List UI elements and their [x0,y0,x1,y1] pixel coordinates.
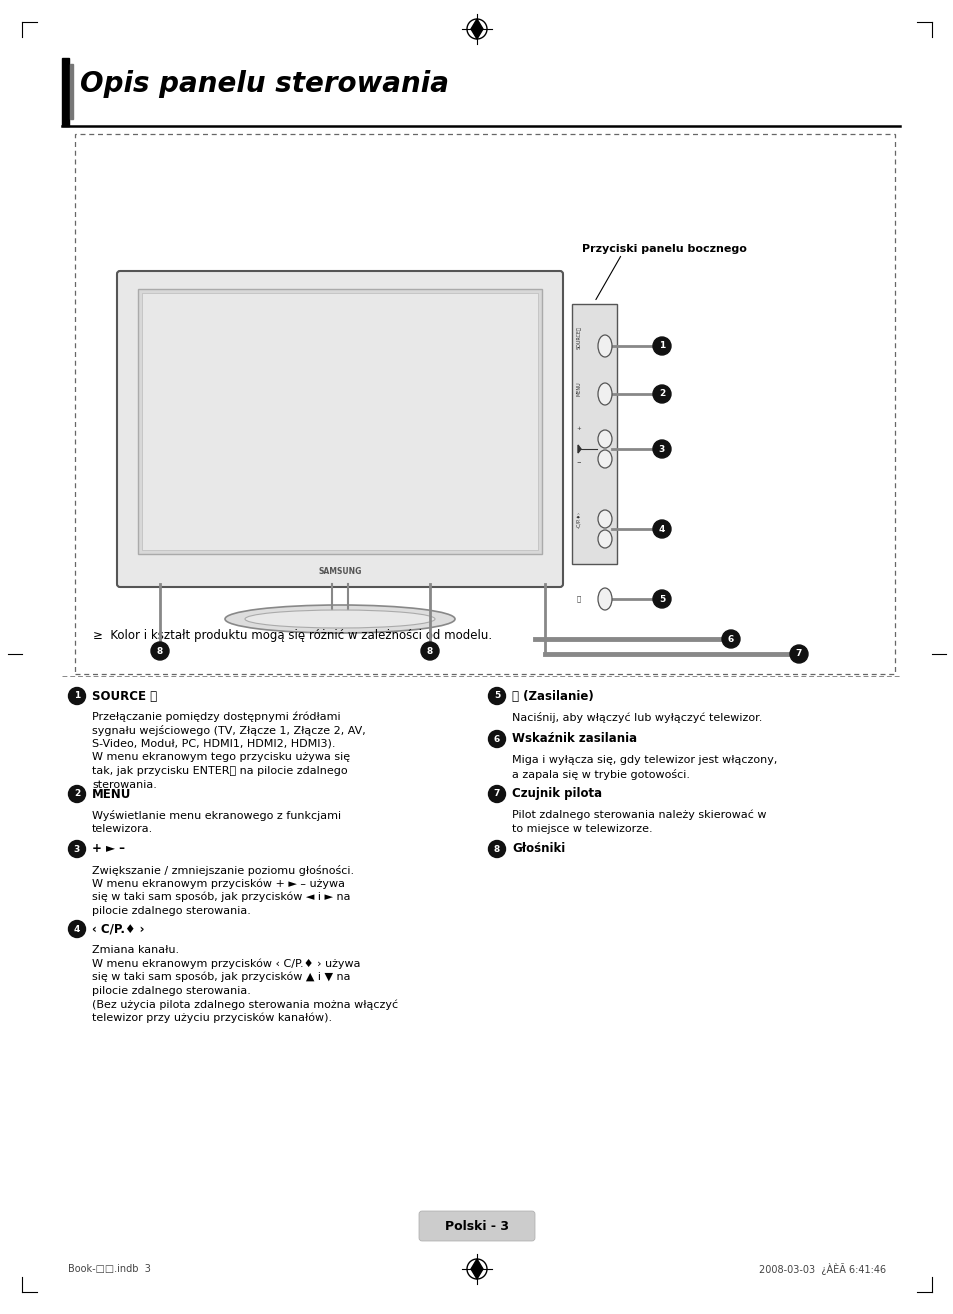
Text: 8: 8 [156,646,163,656]
Text: W menu ekranowym tego przycisku używa się: W menu ekranowym tego przycisku używa si… [91,753,350,762]
Text: Miga i wyłącza się, gdy telewizor jest włączony,: Miga i wyłącza się, gdy telewizor jest w… [512,756,777,765]
Bar [142,293,537,551]
Text: 1: 1 [73,691,80,700]
Ellipse shape [598,430,612,448]
Bar [70,64,73,120]
Text: pilocie zdalnego sterowania.: pilocie zdalnego sterowania. [91,905,251,916]
Ellipse shape [245,610,435,628]
Text: −: − [576,459,580,464]
Text: 3: 3 [659,444,664,453]
Text: SOURCE⧉: SOURCE⧉ [576,327,581,350]
Ellipse shape [598,449,612,468]
Text: sterowania.: sterowania. [91,779,156,790]
Text: Przełączanie pomiędzy dostępnymi źródłami: Przełączanie pomiędzy dostępnymi źródłam… [91,712,340,723]
Circle shape [652,385,670,403]
Circle shape [420,643,438,660]
Text: Book-□□.indb  3: Book-□□.indb 3 [68,1264,151,1275]
Text: sygnału wejściowego (TV, Złącze 1, Złącze 2, AV,: sygnału wejściowego (TV, Złącze 1, Złącz… [91,725,365,737]
Ellipse shape [598,382,612,405]
Text: 1: 1 [659,342,664,351]
Circle shape [69,841,86,858]
Text: MENU: MENU [576,381,581,397]
Text: 4: 4 [659,524,664,533]
Text: Wyświetlanie menu ekranowego z funkcjami: Wyświetlanie menu ekranowego z funkcjami [91,809,341,821]
Text: 7: 7 [795,649,801,658]
Bar [62,58,69,126]
Text: telewizora.: telewizora. [91,824,153,833]
FancyBboxPatch shape [572,304,617,564]
Circle shape [652,440,670,459]
Text: 2: 2 [73,790,80,799]
Circle shape [151,643,169,660]
Bar [138,289,541,555]
Text: (Bez użycia pilota zdalnego sterowania można włączyć: (Bez użycia pilota zdalnego sterowania m… [91,999,397,1009]
Text: 6: 6 [494,735,499,744]
Text: to miejsce w telewizorze.: to miejsce w telewizorze. [512,824,652,833]
Text: Zmiana kanału.: Zmiana kanału. [91,945,179,955]
Circle shape [69,786,86,803]
Text: W menu ekranowym przycisków + ► – używa: W menu ekranowym przycisków + ► – używa [91,879,345,890]
Text: się w taki sam sposób, jak przycisków ▲ i ▼ na: się w taki sam sposób, jak przycisków ▲ … [91,972,350,983]
Text: Czujnik pilota: Czujnik pilota [512,787,601,800]
Text: 2: 2 [659,389,664,398]
Polygon shape [578,445,580,453]
Circle shape [721,629,740,648]
Text: Wskaźnik zasilania: Wskaźnik zasilania [512,732,637,745]
Ellipse shape [225,604,455,633]
Circle shape [789,645,807,664]
Text: Głośniki: Głośniki [512,842,565,855]
Text: 2008-03-03  ¿ÀÈÃ 6:41:46: 2008-03-03 ¿ÀÈÃ 6:41:46 [758,1263,885,1275]
Text: Polski - 3: Polski - 3 [444,1219,509,1233]
Text: ⏻: ⏻ [577,595,580,602]
Text: tak, jak przycisku ENTER⧉ na pilocie zdalnego: tak, jak przycisku ENTER⧉ na pilocie zda… [91,766,347,777]
Circle shape [69,921,86,937]
Circle shape [488,731,505,748]
FancyBboxPatch shape [117,271,562,587]
Circle shape [652,520,670,537]
Text: Pilot zdalnego sterowania należy skierować w: Pilot zdalnego sterowania należy skierow… [512,809,765,820]
Circle shape [488,687,505,704]
Text: ⏻ (Zasilanie): ⏻ (Zasilanie) [512,690,593,703]
Text: Przyciski panelu bocznego: Przyciski panelu bocznego [581,244,746,254]
Text: a zapala się w trybie gotowości.: a zapala się w trybie gotowości. [512,769,689,779]
Circle shape [652,590,670,608]
Ellipse shape [598,530,612,548]
Text: SOURCE ⧉: SOURCE ⧉ [91,690,157,703]
Circle shape [69,687,86,704]
Polygon shape [471,18,482,39]
Ellipse shape [598,587,612,610]
Text: +: + [576,426,580,431]
Text: 5: 5 [494,691,499,700]
Text: 8: 8 [426,646,433,656]
Text: Naciśnij, aby włączyć lub wyłączyć telewizor.: Naciśnij, aby włączyć lub wyłączyć telew… [512,712,761,723]
Text: ≥  Kolor i kształt produktu mogą się różnić w zależności od modelu.: ≥ Kolor i kształt produktu mogą się różn… [92,629,492,643]
Text: W menu ekranowym przycisków ‹ C/P.♦ › używa: W menu ekranowym przycisków ‹ C/P.♦ › uż… [91,958,360,968]
Text: ‹ C/P.♦ ›: ‹ C/P.♦ › [91,922,144,936]
Text: 4: 4 [73,925,80,933]
Text: 5: 5 [659,594,664,603]
Text: pilocie zdalnego sterowania.: pilocie zdalnego sterowania. [91,986,251,996]
Text: MENU: MENU [91,787,132,800]
Text: 8: 8 [494,845,499,854]
Text: ‹C/P.♦›: ‹C/P.♦› [576,511,581,527]
Ellipse shape [598,510,612,528]
Text: S-Video, Moduł, PC, HDMI1, HDMI2, HDMI3).: S-Video, Moduł, PC, HDMI1, HDMI2, HDMI3)… [91,738,335,749]
Text: 3: 3 [73,845,80,854]
Polygon shape [471,1259,482,1279]
Text: + ► –: + ► – [91,842,125,855]
Text: telewizor przy użyciu przycisków kanałów).: telewizor przy użyciu przycisków kanałów… [91,1013,332,1024]
Circle shape [488,786,505,803]
Circle shape [652,336,670,355]
Text: SAMSUNG: SAMSUNG [318,566,361,576]
Text: 6: 6 [727,635,734,644]
FancyBboxPatch shape [418,1212,535,1240]
Circle shape [488,841,505,858]
Text: 7: 7 [494,790,499,799]
Text: Opis panelu sterowania: Opis panelu sterowania [80,70,449,99]
Ellipse shape [598,335,612,357]
Text: się w taki sam sposób, jak przycisków ◄ i ► na: się w taki sam sposób, jak przycisków ◄ … [91,892,350,903]
Text: Zwiększanie / zmniejszanie poziomu głośności.: Zwiększanie / zmniejszanie poziomu głośn… [91,865,354,876]
